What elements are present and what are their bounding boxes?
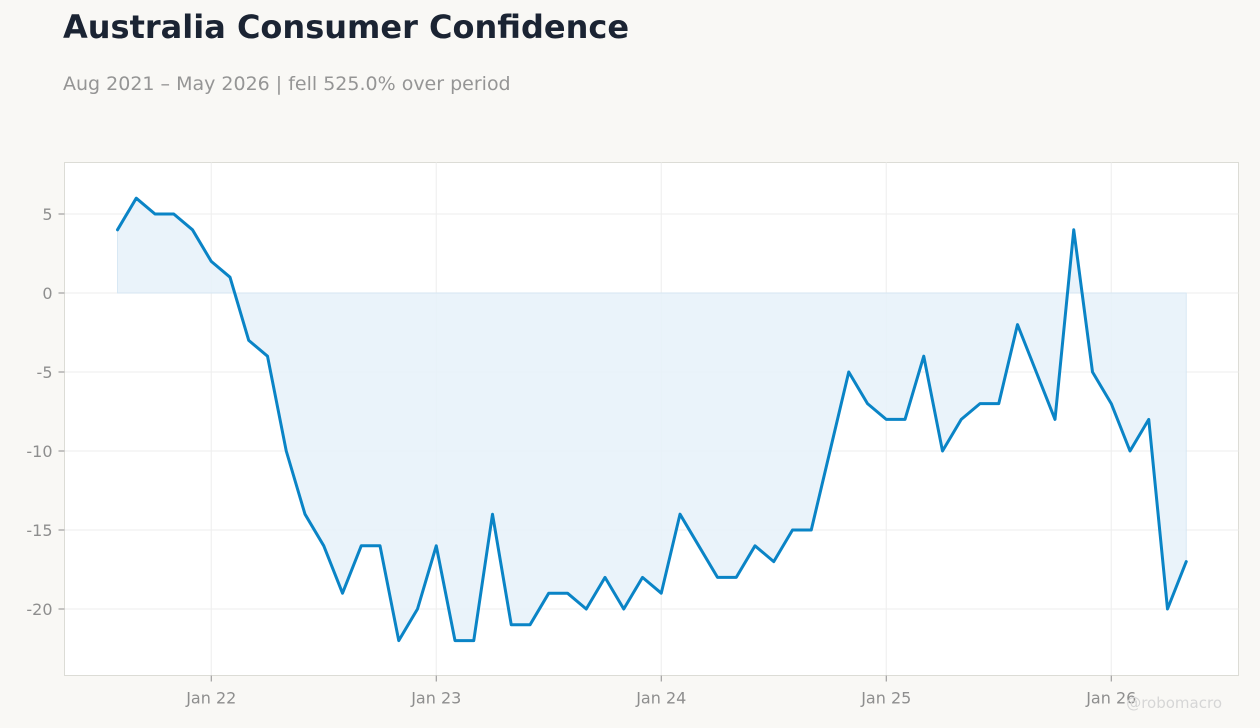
x-tick-label: Jan 26 <box>1085 689 1136 708</box>
x-tick-label: Jan 22 <box>185 689 236 708</box>
y-axis-ticks: 5 0 -5 -10 -15 -20 <box>26 205 65 619</box>
y-tick-label: -5 <box>37 363 53 382</box>
y-tick-label: 0 <box>42 284 52 303</box>
y-tick-label: -15 <box>26 521 52 540</box>
x-axis-ticks: Jan 22 Jan 23 Jan 24 Jan 25 Jan 26 <box>185 675 1136 708</box>
x-tick-label: Jan 25 <box>860 689 911 708</box>
y-tick-label: -20 <box>26 600 52 619</box>
chart-subtitle: Aug 2021 – May 2026 | fell 525.0% over p… <box>63 73 511 95</box>
x-tick-label: Jan 24 <box>635 689 686 708</box>
series-line <box>116 196 1188 643</box>
watermark: @robomacro <box>1126 694 1222 712</box>
y-tick-label: -10 <box>26 442 52 461</box>
y-tick-label: 5 <box>42 205 52 224</box>
chart-title: Australia Consumer Confidence <box>63 8 630 46</box>
series-line-layer <box>116 196 1188 643</box>
x-tick-label: Jan 23 <box>410 689 461 708</box>
